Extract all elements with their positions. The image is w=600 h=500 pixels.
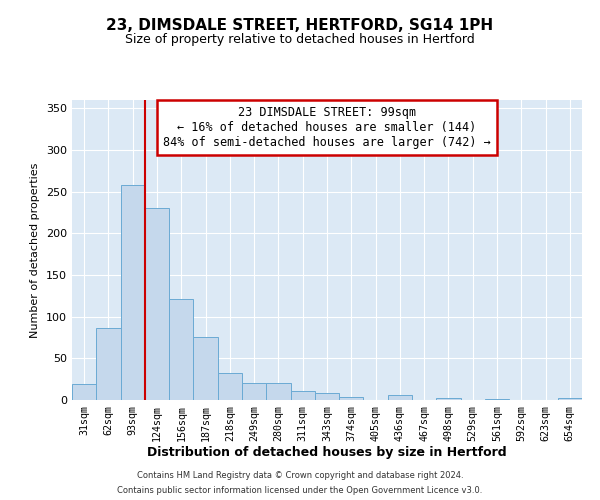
Text: Contains HM Land Registry data © Crown copyright and database right 2024.: Contains HM Land Registry data © Crown c… bbox=[137, 471, 463, 480]
Bar bbox=[96, 328, 121, 400]
Bar bbox=[145, 208, 169, 400]
Bar bbox=[218, 372, 242, 400]
Bar bbox=[121, 185, 145, 400]
Bar bbox=[266, 384, 290, 400]
Bar bbox=[72, 384, 96, 400]
Text: Contains public sector information licensed under the Open Government Licence v3: Contains public sector information licen… bbox=[118, 486, 482, 495]
Text: 23 DIMSDALE STREET: 99sqm
← 16% of detached houses are smaller (144)
84% of semi: 23 DIMSDALE STREET: 99sqm ← 16% of detac… bbox=[163, 106, 491, 149]
Bar bbox=[388, 395, 412, 400]
Bar bbox=[169, 299, 193, 400]
Bar bbox=[436, 398, 461, 400]
Text: Size of property relative to detached houses in Hertford: Size of property relative to detached ho… bbox=[125, 32, 475, 46]
X-axis label: Distribution of detached houses by size in Hertford: Distribution of detached houses by size … bbox=[147, 446, 507, 460]
Y-axis label: Number of detached properties: Number of detached properties bbox=[31, 162, 40, 338]
Bar bbox=[315, 392, 339, 400]
Bar bbox=[558, 398, 582, 400]
Text: 23, DIMSDALE STREET, HERTFORD, SG14 1PH: 23, DIMSDALE STREET, HERTFORD, SG14 1PH bbox=[106, 18, 494, 32]
Bar bbox=[339, 396, 364, 400]
Bar bbox=[485, 399, 509, 400]
Bar bbox=[290, 391, 315, 400]
Bar bbox=[242, 384, 266, 400]
Bar bbox=[193, 336, 218, 400]
